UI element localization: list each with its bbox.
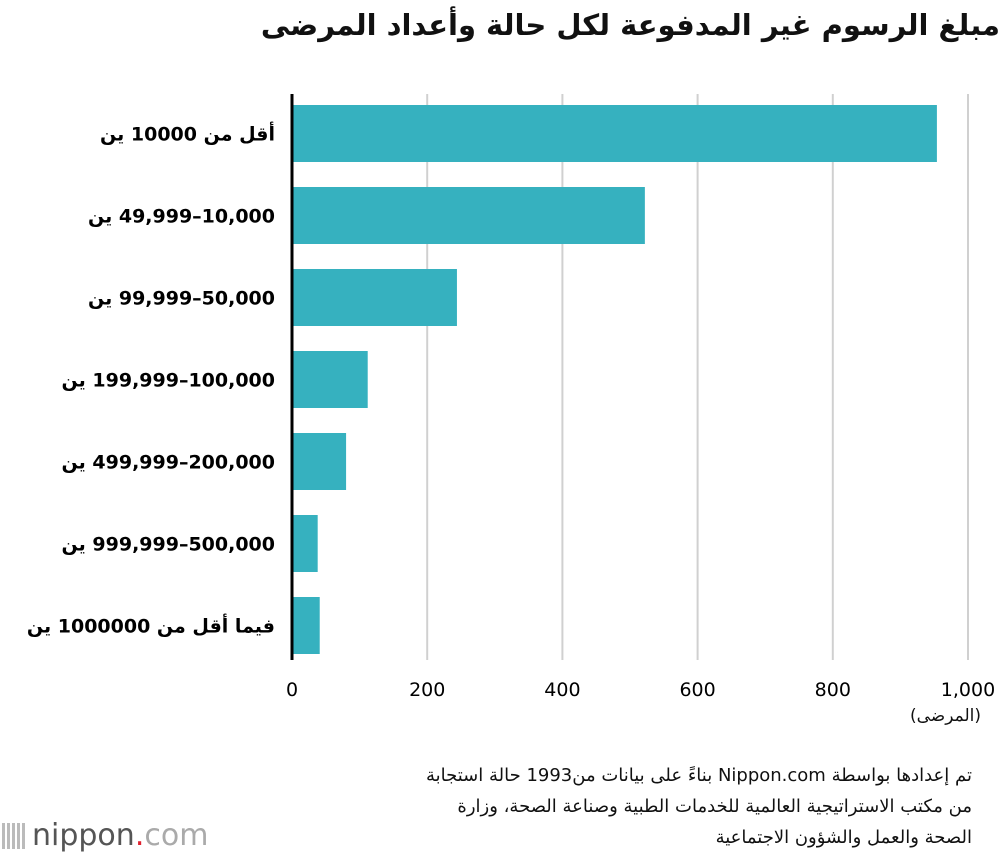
bar: [292, 105, 937, 162]
bar: [292, 269, 457, 326]
x-tick-label: 1,000: [941, 679, 995, 701]
category-label: أقل من 10000 ين: [100, 122, 275, 146]
logo-dot: .: [134, 818, 145, 853]
x-axis-label: (المرضى): [910, 706, 981, 726]
bar: [292, 433, 347, 490]
source-note: تم إعدادها بواسطة Nippon.com بناءً على ب…: [425, 765, 972, 848]
category-label: 500,000–999,999 ين: [62, 534, 275, 556]
logo-bars-icon: [2, 823, 26, 849]
x-tick-label: 600: [679, 679, 715, 701]
logo-suffix: com: [144, 818, 209, 853]
x-tick-label: 400: [544, 679, 580, 701]
x-tick-label: 200: [409, 679, 445, 701]
bar: [292, 351, 368, 408]
bar: [292, 515, 318, 572]
category-label: 200,000–499,999 ين: [62, 452, 275, 474]
x-tick-label: 0: [286, 679, 298, 701]
category-label: 100,000–199,999 ين: [62, 370, 275, 392]
bar: [292, 597, 320, 654]
bar-chart: 0 200 400 600 800 1,000 أقل من 10000 ين 10,000–…: [27, 94, 995, 701]
logo-name: nippon: [32, 818, 135, 853]
category-label: فيما أقل من 1000000 ين: [27, 614, 275, 638]
chart-title: مبلغ الرسوم غير المدفوعة لكل حالة وأعداد…: [260, 8, 1000, 42]
nippon-logo[interactable]: nippon.com: [2, 818, 208, 853]
bar: [292, 187, 645, 244]
x-tick-label: 800: [815, 679, 851, 701]
category-label: 10,000–49,999 ين: [88, 206, 275, 228]
category-label: 50,000–99,999 ين: [88, 288, 275, 310]
